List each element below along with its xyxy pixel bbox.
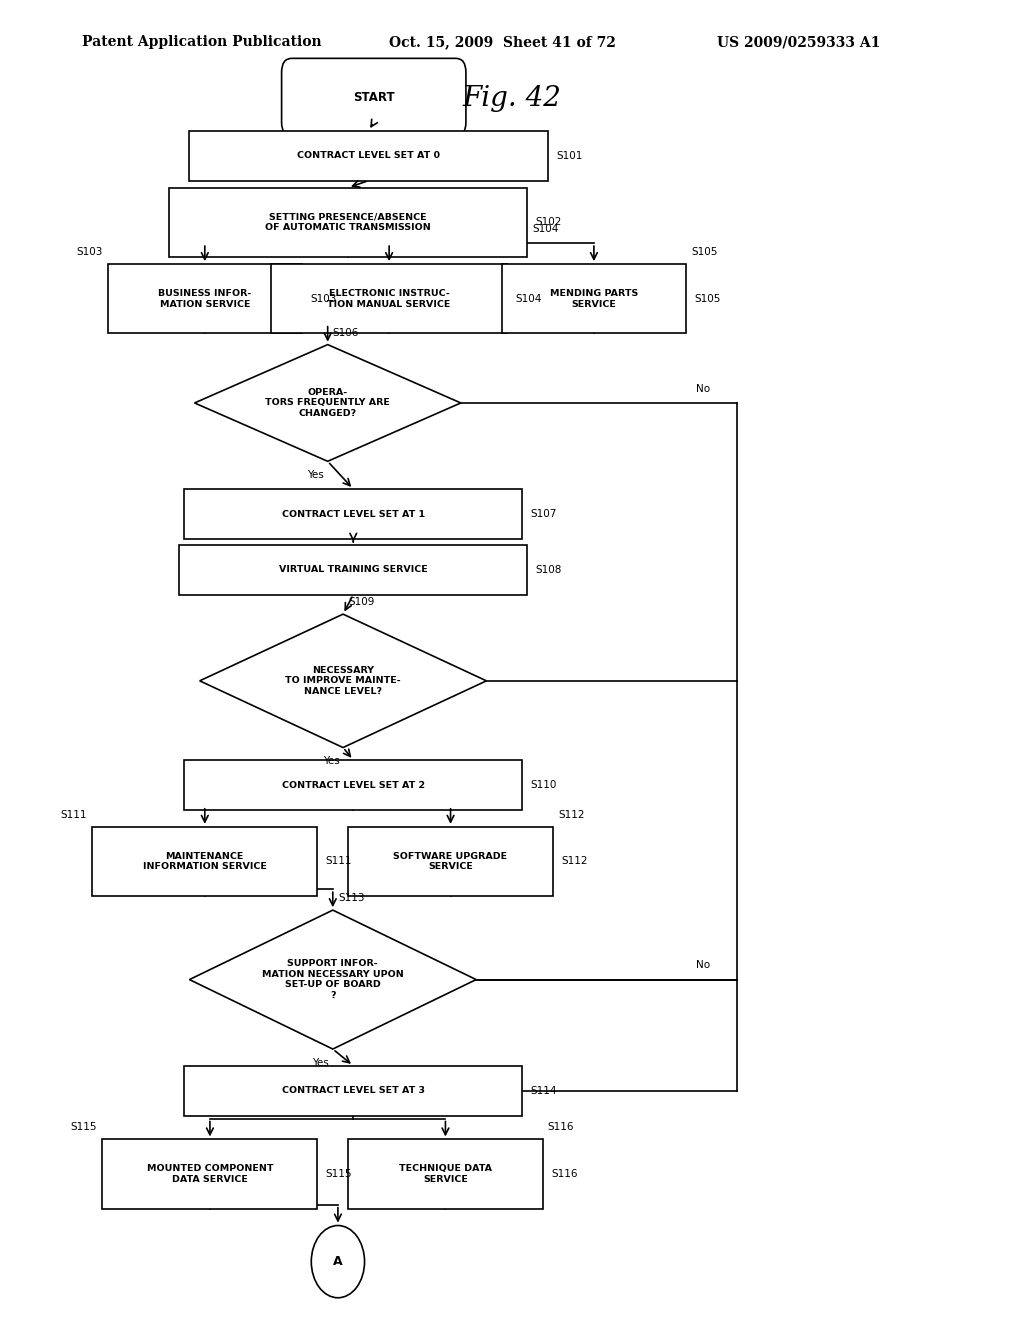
- Text: NECESSARY
TO IMPROVE MAINTE-
NANCE LEVEL?: NECESSARY TO IMPROVE MAINTE- NANCE LEVEL…: [286, 665, 400, 696]
- Text: CONTRACT LEVEL SET AT 2: CONTRACT LEVEL SET AT 2: [282, 780, 425, 789]
- Text: Patent Application Publication: Patent Application Publication: [82, 36, 322, 49]
- Text: CONTRACT LEVEL SET AT 3: CONTRACT LEVEL SET AT 3: [282, 1086, 425, 1096]
- Text: ELECTRONIC INSTRUC-
TION MANUAL SERVICE: ELECTRONIC INSTRUC- TION MANUAL SERVICE: [328, 289, 451, 309]
- Text: MOUNTED COMPONENT
DATA SERVICE: MOUNTED COMPONENT DATA SERVICE: [146, 1164, 273, 1184]
- Text: SETTING PRESENCE/ABSENCE
OF AUTOMATIC TRANSMISSION: SETTING PRESENCE/ABSENCE OF AUTOMATIC TR…: [265, 213, 431, 232]
- Bar: [348, 1139, 543, 1209]
- Polygon shape: [195, 345, 461, 461]
- Text: S104: S104: [515, 294, 542, 304]
- Text: S112: S112: [561, 857, 588, 866]
- Text: SUPPORT INFOR-
MATION NECESSARY UPON
SET-UP OF BOARD
?: SUPPORT INFOR- MATION NECESSARY UPON SET…: [262, 958, 403, 1001]
- Text: S115: S115: [71, 1122, 97, 1133]
- Bar: [102, 1139, 317, 1209]
- Text: OPERA-
TORS FREQUENTLY ARE
CHANGED?: OPERA- TORS FREQUENTLY ARE CHANGED?: [265, 388, 390, 418]
- Text: A: A: [333, 1255, 343, 1269]
- Bar: [169, 187, 527, 257]
- Polygon shape: [189, 909, 476, 1049]
- Text: S103: S103: [76, 247, 102, 257]
- Bar: [184, 760, 522, 810]
- Bar: [108, 264, 302, 334]
- Bar: [502, 264, 686, 334]
- Text: S102: S102: [536, 218, 562, 227]
- Text: BUSINESS INFOR-
MATION SERVICE: BUSINESS INFOR- MATION SERVICE: [158, 289, 252, 309]
- Text: MAINTENANCE
INFORMATION SERVICE: MAINTENANCE INFORMATION SERVICE: [143, 851, 266, 871]
- Text: S104: S104: [532, 224, 559, 234]
- Text: No: No: [696, 961, 711, 970]
- Bar: [271, 264, 507, 334]
- Polygon shape: [200, 614, 486, 747]
- Text: S107: S107: [530, 510, 557, 519]
- Bar: [189, 131, 548, 181]
- Text: S111: S111: [60, 809, 87, 820]
- Text: Yes: Yes: [312, 1057, 329, 1068]
- Text: S101: S101: [556, 150, 583, 161]
- Text: S106: S106: [333, 327, 359, 338]
- Text: S113: S113: [338, 894, 365, 903]
- Text: START: START: [353, 91, 394, 104]
- Text: No: No: [696, 384, 711, 393]
- Text: US 2009/0259333 A1: US 2009/0259333 A1: [717, 36, 881, 49]
- Text: S109: S109: [348, 597, 375, 607]
- FancyBboxPatch shape: [282, 58, 466, 136]
- Text: Fig. 42: Fig. 42: [463, 86, 561, 112]
- Text: CONTRACT LEVEL SET AT 0: CONTRACT LEVEL SET AT 0: [297, 150, 440, 160]
- Text: TECHNIQUE DATA
SERVICE: TECHNIQUE DATA SERVICE: [399, 1164, 492, 1184]
- Text: Yes: Yes: [323, 756, 339, 766]
- Bar: [348, 826, 553, 896]
- Text: S108: S108: [536, 565, 562, 574]
- Text: CONTRACT LEVEL SET AT 1: CONTRACT LEVEL SET AT 1: [282, 510, 425, 519]
- Text: S116: S116: [551, 1170, 578, 1179]
- Bar: [184, 1065, 522, 1115]
- Text: S111: S111: [326, 857, 352, 866]
- Bar: [179, 545, 527, 595]
- Text: VIRTUAL TRAINING SERVICE: VIRTUAL TRAINING SERVICE: [279, 565, 428, 574]
- Text: S105: S105: [691, 247, 718, 257]
- Bar: [184, 490, 522, 539]
- Text: S105: S105: [694, 294, 721, 304]
- Bar: [92, 826, 317, 896]
- Text: Oct. 15, 2009  Sheet 41 of 72: Oct. 15, 2009 Sheet 41 of 72: [389, 36, 616, 49]
- Text: MENDING PARTS
SERVICE: MENDING PARTS SERVICE: [550, 289, 638, 309]
- Text: S110: S110: [530, 780, 557, 791]
- Text: S115: S115: [326, 1170, 352, 1179]
- Text: SOFTWARE UPGRADE
SERVICE: SOFTWARE UPGRADE SERVICE: [393, 851, 508, 871]
- Text: Yes: Yes: [307, 470, 324, 480]
- Text: S112: S112: [558, 809, 585, 820]
- Text: S103: S103: [310, 294, 337, 304]
- Text: S116: S116: [548, 1122, 574, 1133]
- Circle shape: [311, 1225, 365, 1298]
- Text: S114: S114: [530, 1086, 557, 1096]
